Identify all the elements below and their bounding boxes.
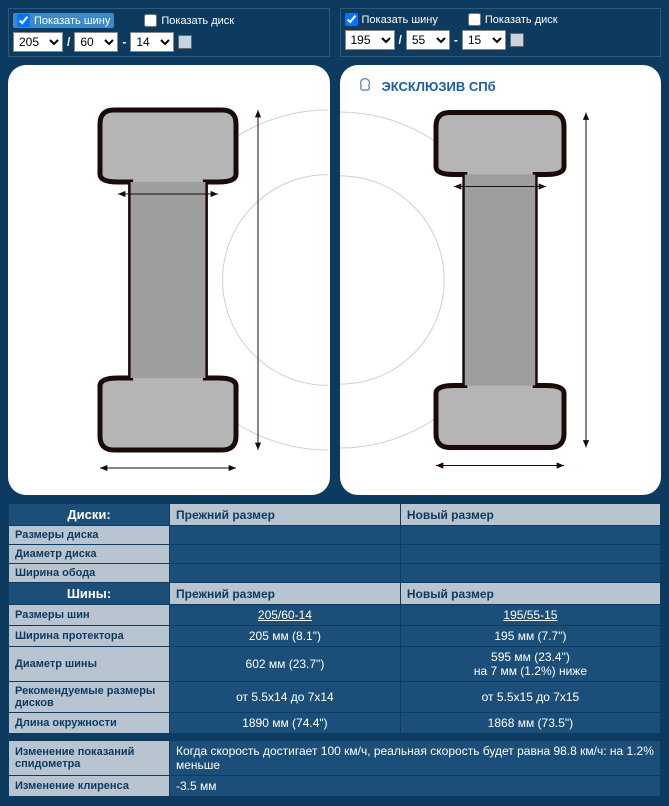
table-row: Диаметр шины 602 мм (23.7") 595 мм (23.4… [9, 647, 660, 681]
tire-svg-left [8, 65, 328, 495]
discs-section-header: Диски: [9, 504, 169, 525]
note-row: Изменение показаний спидометра Когда ско… [9, 741, 660, 775]
rim-select-right[interactable]: 15 [462, 30, 506, 50]
row-label: Ширина протектора [9, 626, 169, 646]
slash-icon: / [67, 35, 70, 49]
show-disc-label-right: Показать диск [485, 14, 558, 26]
new-value [401, 526, 660, 544]
new-size-header-tires: Новый размер [401, 583, 660, 604]
old-value: от 5.5x14 до 7x14 [170, 682, 400, 712]
note-value: Когда скорость достигает 100 км/ч, реаль… [170, 741, 660, 775]
profile-select-right[interactable]: 55 [406, 30, 450, 50]
notes-table: Изменение показаний спидометра Когда ско… [8, 740, 661, 797]
width-select-right[interactable]: 195 [345, 30, 395, 50]
row-label: Диаметр шины [9, 647, 169, 681]
old-value: 205/60-14 [170, 605, 400, 625]
old-size-header-tires: Прежний размер [170, 583, 400, 604]
show-tire-checkbox-right[interactable] [345, 13, 358, 26]
show-tire-label-left: Показать шину [34, 15, 110, 27]
spacer-box-icon [178, 35, 192, 49]
spacer-box-icon [510, 33, 524, 47]
spec-table: Диски: Прежний размер Новый размер Разме… [8, 503, 661, 734]
old-value: 205 мм (8.1") [170, 626, 400, 646]
control-panel-left: Показать шину Показать диск 205 / 60 - 1… [8, 8, 330, 57]
new-value [401, 564, 660, 582]
old-value [170, 564, 400, 582]
old-value: 602 мм (23.7") [170, 647, 400, 681]
show-tire-check-right[interactable]: Показать шину [345, 13, 438, 26]
note-label: Изменение показаний спидометра [9, 741, 169, 775]
new-value: от 5.5x15 до 7x15 [401, 682, 660, 712]
new-value: 195/55-15 [401, 605, 660, 625]
tire-svg-right [340, 65, 660, 495]
note-label: Изменение клиренса [9, 776, 169, 796]
watermark: ЭКСКЛЮЗИВ СПб [354, 75, 496, 97]
old-value [170, 545, 400, 563]
new-value: 195 мм (7.7") [401, 626, 660, 646]
row-label: Рекомендуемые размеры дисков [9, 682, 169, 712]
table-row: Размеры диска [9, 526, 660, 544]
show-tire-checkbox-left[interactable] [17, 14, 30, 27]
show-tire-label-right: Показать шину [362, 14, 438, 26]
logo-icon [354, 75, 376, 97]
table-row: Ширина обода [9, 564, 660, 582]
table-row: Размеры шин 205/60-14 195/55-15 [9, 605, 660, 625]
dash-icon: - [454, 33, 458, 47]
table-row: Длина окружности 1890 мм (74.4") 1868 мм… [9, 713, 660, 733]
dash-icon: - [122, 35, 126, 49]
show-disc-checkbox-left[interactable] [144, 14, 157, 27]
show-disc-checkbox-right[interactable] [468, 13, 481, 26]
old-value: 1890 мм (74.4") [170, 713, 400, 733]
new-size-header-discs: Новый размер [401, 504, 660, 525]
tires-section-header: Шины: [9, 583, 169, 604]
row-label: Размеры диска [9, 526, 169, 544]
old-size-header-discs: Прежний размер [170, 504, 400, 525]
old-value [170, 526, 400, 544]
row-label: Длина окружности [9, 713, 169, 733]
rim-select-left[interactable]: 14 [130, 32, 174, 52]
table-row: Ширина протектора 205 мм (8.1") 195 мм (… [9, 626, 660, 646]
table-row: Рекомендуемые размеры дисков от 5.5x14 д… [9, 682, 660, 712]
note-row: Изменение клиренса -3.5 мм [9, 776, 660, 796]
tire-diagram-left [8, 65, 330, 495]
show-tire-check-left[interactable]: Показать шину [13, 13, 114, 28]
show-disc-label-left: Показать диск [161, 15, 234, 27]
show-disc-check-right[interactable]: Показать диск [468, 13, 558, 26]
controls-row: Показать шину Показать диск 205 / 60 - 1… [8, 8, 661, 57]
note-value: -3.5 мм [170, 776, 660, 796]
table-row: Диаметр диска [9, 545, 660, 563]
row-label: Размеры шин [9, 605, 169, 625]
tire-diagram-right: ЭКСКЛЮЗИВ СПб [340, 65, 662, 495]
show-disc-check-left[interactable]: Показать диск [144, 14, 234, 27]
row-label: Диаметр диска [9, 545, 169, 563]
diagrams-row: ЭКСКЛЮЗИВ СПб [8, 65, 661, 495]
control-panel-right: Показать шину Показать диск 195 / 55 - 1… [340, 8, 662, 57]
width-select-left[interactable]: 205 [13, 32, 63, 52]
new-value [401, 545, 660, 563]
slash-icon: / [399, 33, 402, 47]
profile-select-left[interactable]: 60 [74, 32, 118, 52]
row-label: Ширина обода [9, 564, 169, 582]
new-value: 1868 мм (73.5") [401, 713, 660, 733]
new-value: 595 мм (23.4")на 7 мм (1.2%) ниже [401, 647, 660, 681]
